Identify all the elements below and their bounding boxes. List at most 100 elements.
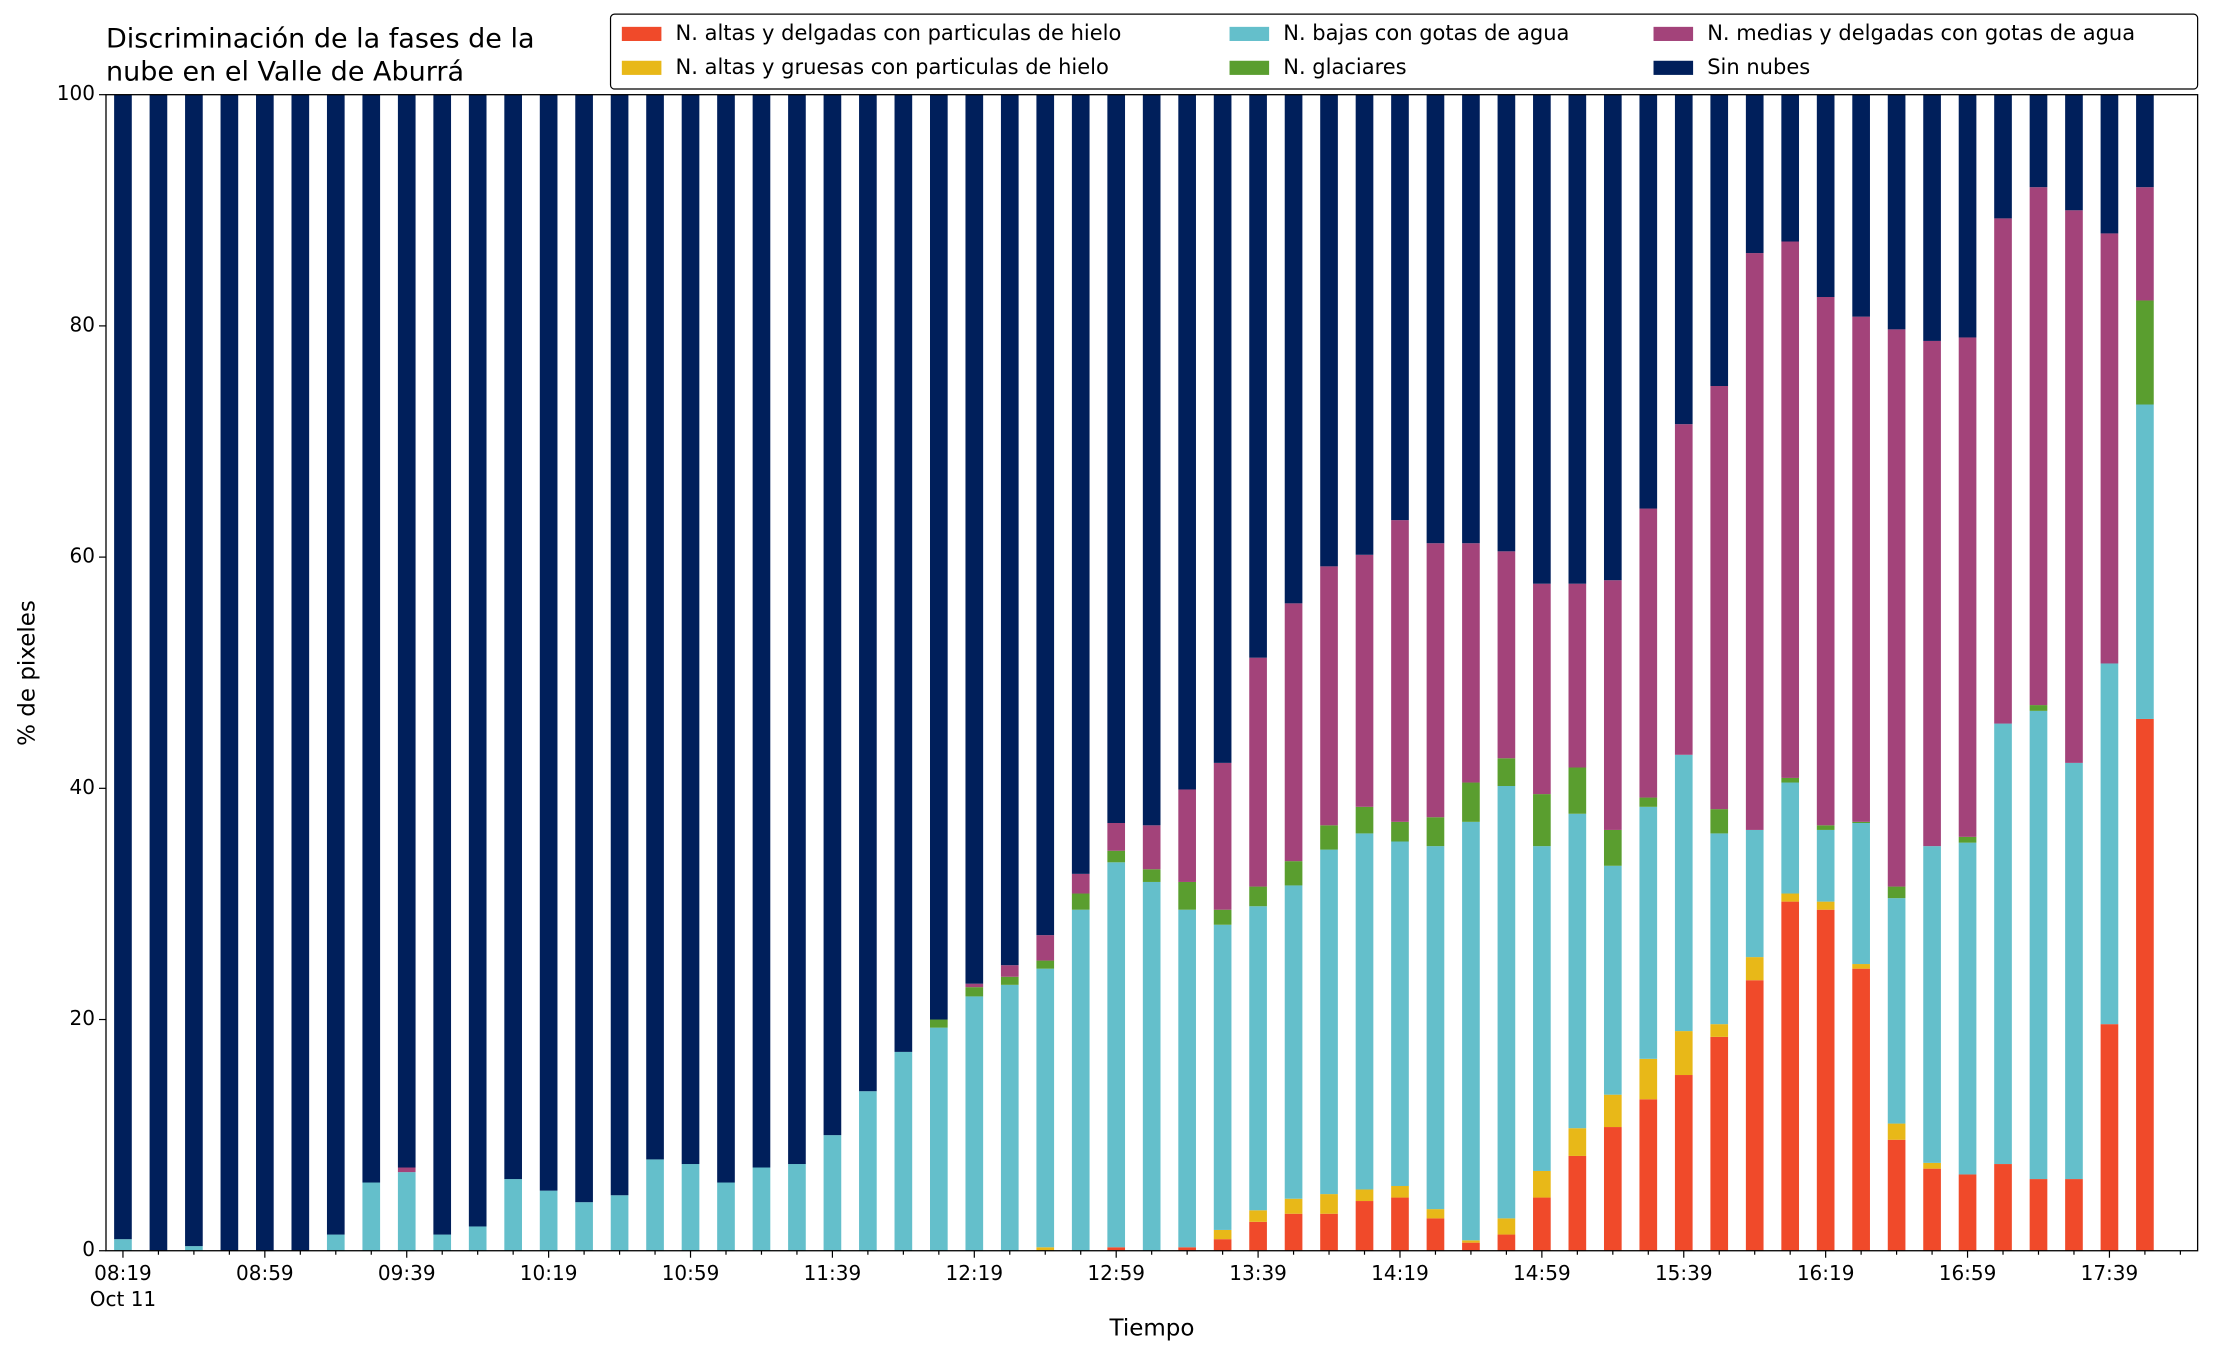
- bar-segment: [326, 94, 345, 1235]
- bar-segment: [1355, 833, 1374, 1190]
- bar-segment: [1674, 1031, 1693, 1076]
- bar-segment: [114, 1239, 132, 1251]
- bar-segment: [1710, 386, 1729, 810]
- bar-segment: [1497, 551, 1516, 759]
- bar-segment: [859, 94, 877, 1092]
- bar-segment: [504, 1179, 522, 1251]
- bar-segment: [1071, 94, 1090, 874]
- bar-segment: [1568, 1155, 1587, 1251]
- bar-segment: [681, 1164, 700, 1251]
- legend-swatch: [621, 26, 662, 41]
- bar-segment: [1603, 865, 1622, 1095]
- bar-segment: [1178, 94, 1196, 790]
- bar-segment: [1391, 520, 1409, 822]
- bar-segment: [1887, 329, 1906, 887]
- bar-segment: [2029, 187, 2048, 706]
- bar-segment: [2029, 1179, 2048, 1251]
- bar-segment: [1462, 782, 1480, 822]
- bar-segment: [1710, 833, 1729, 1025]
- bar-segment: [929, 1019, 948, 1028]
- bar-segment: [1745, 957, 1764, 981]
- bar-segment: [1462, 1240, 1480, 1243]
- bar-segment: [1036, 968, 1055, 1248]
- bar-segment: [646, 94, 664, 1160]
- bar-segment: [1355, 806, 1374, 834]
- bar-segment: [1320, 825, 1338, 850]
- bar-segment: [1816, 901, 1835, 910]
- bar-segment: [1071, 909, 1090, 1251]
- bar-segment: [1497, 758, 1516, 787]
- bar-segment: [362, 1182, 381, 1251]
- legend-swatch: [621, 60, 662, 75]
- bar-segment: [823, 1135, 842, 1251]
- bar-segment: [433, 94, 452, 1235]
- bar-segment: [1923, 94, 1941, 341]
- bar-segment: [610, 1195, 629, 1251]
- bar-segment: [929, 1027, 948, 1251]
- bar-segment: [149, 94, 168, 1251]
- bar-segment: [1533, 846, 1551, 1171]
- bar-segment: [1994, 723, 2012, 1165]
- bar-segment: [1320, 849, 1338, 1195]
- bar-segment: [788, 1164, 806, 1251]
- bar-segment: [752, 94, 771, 1168]
- legend-label: Sin nubes: [1707, 55, 1810, 79]
- bar-segment: [1178, 789, 1196, 882]
- bar-segment: [1923, 1168, 1941, 1251]
- bar-segment: [1284, 1213, 1303, 1251]
- bar-segment: [1213, 1239, 1232, 1251]
- x-tick-label: 16:19: [1797, 1261, 1855, 1285]
- bar-segment: [2065, 94, 2083, 211]
- bar-segment: [1568, 94, 1587, 584]
- bar-segment: [2136, 718, 2154, 1251]
- bar-segment: [2029, 705, 2048, 711]
- bar-segment: [1816, 94, 1835, 297]
- bar-segment: [1107, 862, 1126, 1248]
- bar-segment: [1639, 94, 1658, 509]
- bar-segment: [1603, 829, 1622, 866]
- bar-segment: [397, 1172, 416, 1251]
- x-tick-label: 11:39: [804, 1261, 862, 1285]
- bar-segment: [1249, 657, 1267, 887]
- bar-segment: [1213, 94, 1232, 763]
- bar-segment: [1639, 508, 1658, 798]
- bar-segment: [717, 94, 735, 1183]
- bar-segment: [1745, 253, 1764, 830]
- bar-segment: [1391, 1197, 1409, 1251]
- bar-segment: [1355, 94, 1374, 555]
- bar-segment: [1284, 861, 1303, 886]
- bar-segment: [1284, 603, 1303, 862]
- bar-segment: [539, 94, 558, 1191]
- bar-segment: [256, 94, 274, 1251]
- x-tick-label: 13:39: [1229, 1261, 1287, 1285]
- bar-segment: [894, 94, 913, 1052]
- bar-segment: [1249, 906, 1267, 1211]
- bar-segment: [1462, 543, 1480, 783]
- bar-segment: [1781, 901, 1800, 1251]
- bar-segment: [1497, 94, 1516, 552]
- legend-swatch: [1653, 60, 1694, 75]
- x-tick-label: 12:59: [1087, 1261, 1145, 1285]
- y-tick-label: 60: [70, 544, 95, 568]
- bar-segment: [1781, 782, 1800, 894]
- bar-segment: [1816, 296, 1835, 826]
- bar-segment: [185, 1246, 203, 1251]
- bar-segment: [1674, 1075, 1693, 1251]
- bar-segment: [1320, 1194, 1338, 1214]
- bar-segment: [1355, 554, 1374, 807]
- bar-segment: [1142, 869, 1161, 882]
- bar-segment: [1462, 821, 1480, 1241]
- x-tick-label: 17:39: [2081, 1261, 2139, 1285]
- y-axis-label: % de pixeles: [15, 600, 41, 746]
- bar-segment: [1639, 1058, 1658, 1100]
- bar-segment: [1994, 218, 2012, 724]
- bar-segment: [1036, 94, 1055, 936]
- bar-segment: [1923, 846, 1941, 1163]
- bar-segment: [291, 94, 310, 1251]
- bar-segment: [2100, 94, 2119, 234]
- bar-segment: [1000, 976, 1019, 985]
- bar-segment: [1816, 825, 1835, 830]
- bar-segment: [2065, 762, 2083, 1180]
- x-tick-label: 14:59: [1513, 1261, 1571, 1285]
- bar-segment: [1213, 909, 1232, 925]
